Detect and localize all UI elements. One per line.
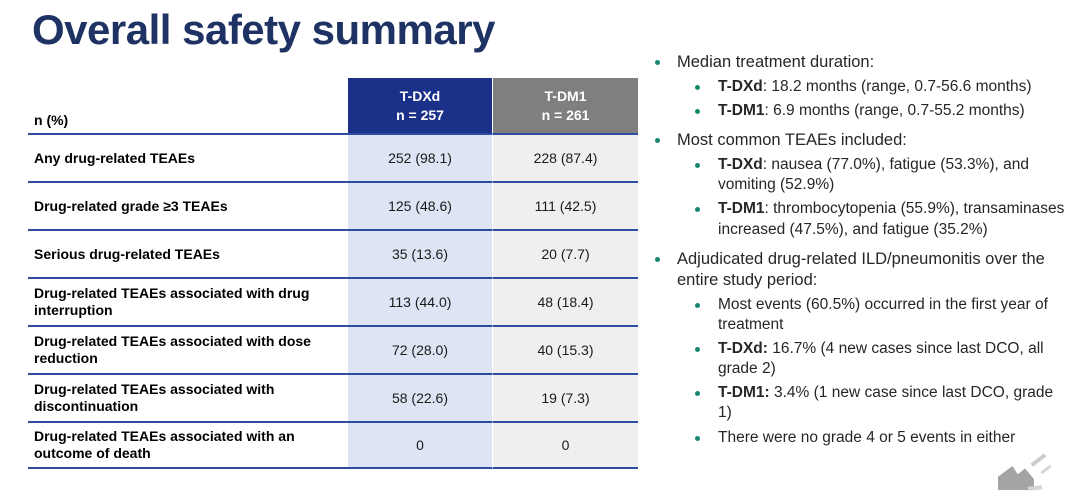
bullet-item: T-DM1: 6.9 months (range, 0.7-55.2 month… bbox=[695, 101, 1078, 121]
bullet-dot-icon bbox=[655, 138, 660, 144]
bullet-dot-icon bbox=[695, 163, 700, 169]
cell-tdm1: 111 (42.5) bbox=[492, 181, 638, 229]
bullet-text: T-DM1: 3.4% (1 new case since last DCO, … bbox=[718, 384, 1054, 422]
bullet-item: Most events (60.5%) occurred in the firs… bbox=[695, 295, 1078, 335]
slide-title: Overall safety summary bbox=[32, 6, 495, 53]
bullet-item: T-DM1: 3.4% (1 new case since last DCO, … bbox=[695, 383, 1078, 423]
cell-tdm1: 20 (7.7) bbox=[492, 229, 638, 277]
row-label: Drug-related grade ≥3 TEAEs bbox=[28, 181, 348, 229]
row-label: Drug-related TEAEs associated with drug … bbox=[28, 277, 348, 325]
watermark-dash bbox=[1027, 485, 1043, 491]
watermark-slash bbox=[1030, 453, 1047, 467]
cell-tdxd: 113 (44.0) bbox=[348, 277, 492, 325]
bullet-dot-icon bbox=[695, 435, 700, 441]
column-name: T-DXd bbox=[399, 88, 441, 105]
cell-tdm1: 19 (7.3) bbox=[492, 373, 638, 421]
row-label: Drug-related TEAEs associated with disco… bbox=[28, 373, 348, 421]
bullet-text: T-DM1: 6.9 months (range, 0.7-55.2 month… bbox=[718, 102, 1025, 120]
bullet-text: Adjudicated drug-related ILD/pneumonitis… bbox=[677, 249, 1045, 289]
cell-tdm1: 40 (15.3) bbox=[492, 325, 638, 373]
bullet-item: T-DM1: thrombocytopenia (55.9%), transam… bbox=[695, 199, 1078, 239]
bullet-dot-icon bbox=[655, 256, 660, 262]
column-n-count: n = 257 bbox=[396, 106, 444, 123]
cell-tdxd: 252 (98.1) bbox=[348, 133, 492, 181]
row-label: Drug-related TEAEs associated with dose … bbox=[28, 325, 348, 373]
bullet-dot-icon bbox=[695, 391, 700, 397]
bullet-text: There were no grade 4 or 5 events in eit… bbox=[718, 428, 1016, 446]
bullet-dot-icon bbox=[695, 302, 700, 308]
cell-tdxd: 125 (48.6) bbox=[348, 181, 492, 229]
bullet-text: T-DXd: nausea (77.0%), fatigue (53.3%), … bbox=[718, 156, 1030, 194]
bullet-item: Adjudicated drug-related ILD/pneumonitis… bbox=[650, 249, 1078, 291]
bullet-item: T-DXd: nausea (77.0%), fatigue (53.3%), … bbox=[695, 155, 1078, 195]
bullet-dot-icon bbox=[695, 109, 700, 115]
watermark-logo bbox=[998, 453, 1062, 492]
row-label: Serious drug-related TEAEs bbox=[28, 229, 348, 277]
cell-tdxd: 72 (28.0) bbox=[348, 325, 492, 373]
table-corner-label: n (%) bbox=[34, 112, 69, 128]
watermark-slash bbox=[1040, 464, 1052, 475]
bullet-text: T-DM1: thrombocytopenia (55.9%), transam… bbox=[718, 200, 1065, 238]
summary-bullets: Median treatment duration: T-DXd: 18.2 m… bbox=[650, 52, 1078, 448]
bullet-item: Median treatment duration: bbox=[650, 52, 1078, 73]
column-n-count: n = 261 bbox=[541, 106, 590, 123]
bullet-item: There were no grade 4 or 5 events in eit… bbox=[695, 428, 1078, 448]
bullet-text: T-DXd: 18.2 months (range, 0.7-56.6 mont… bbox=[718, 77, 1032, 95]
column-header-tdxd: T-DXd n = 257 bbox=[348, 78, 492, 133]
row-label: Drug-related TEAEs associated with an ou… bbox=[28, 421, 348, 469]
column-name: T-DM1 bbox=[544, 88, 587, 105]
row-label: Any drug-related TEAEs bbox=[28, 133, 348, 181]
bullet-item: T-DXd: 16.7% (4 new cases since last DCO… bbox=[695, 339, 1078, 379]
bullet-item: Most common TEAEs included: bbox=[650, 130, 1078, 151]
cell-tdxd: 35 (13.6) bbox=[348, 229, 492, 277]
cell-tdm1: 228 (87.4) bbox=[492, 133, 638, 181]
cell-tdxd: 58 (22.6) bbox=[348, 373, 492, 421]
bullet-dot-icon bbox=[655, 60, 660, 65]
cell-tdm1: 0 bbox=[492, 421, 638, 469]
bullet-dot-icon bbox=[695, 346, 700, 352]
bullet-text: Most common TEAEs included: bbox=[677, 131, 907, 150]
bullet-text: T-DXd: 16.7% (4 new cases since last DCO… bbox=[718, 339, 1044, 378]
safety-table: n (%) T-DXd n = 257 T-DM1 n = 261 Any dr… bbox=[28, 78, 638, 469]
bullet-dot-icon bbox=[695, 84, 700, 90]
bullet-dot-icon bbox=[695, 207, 700, 213]
column-header-tdm1: T-DM1 n = 261 bbox=[492, 78, 638, 133]
bullet-text: Most events (60.5%) occurred in the firs… bbox=[718, 295, 1048, 333]
cell-tdm1: 48 (18.4) bbox=[492, 277, 638, 325]
bullet-item: T-DXd: 18.2 months (range, 0.7-56.6 mont… bbox=[695, 77, 1078, 97]
cell-tdxd: 0 bbox=[348, 421, 492, 469]
bullet-text: Median treatment duration: bbox=[677, 53, 875, 71]
